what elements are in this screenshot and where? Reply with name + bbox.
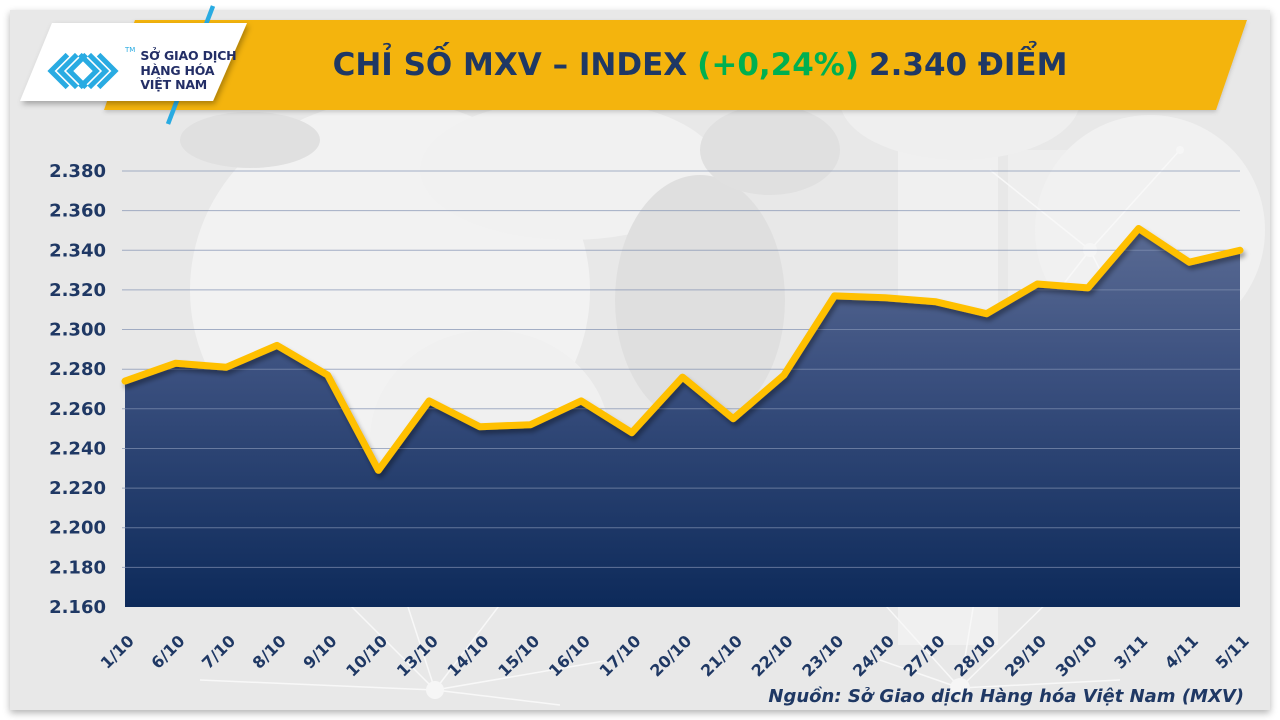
source-note: Nguồn: Sở Giao dịch Hàng hóa Việt Nam (M… [768,686,1244,707]
title-index-value: 2.340 ĐIỂM [869,47,1068,83]
title-percent-change: (+0,24%) [697,47,860,83]
content-panel [10,10,1270,710]
logo-line-3: VIỆT NAM [140,77,208,93]
logo-text: SỞ GIAO DỊCH HÀNG HÓA VIỆT NAM [140,49,236,93]
logo-line-2: HÀNG HÓA [140,62,215,78]
mxv-logo: TM SỞ GIAO DỊCH HÀNG HÓA VIỆT NAM [44,40,244,102]
trademark-symbol: TM [125,46,136,54]
chart-title: CHỈ SỐ MXV – INDEX (+0,24%) 2.340 ĐIỂM [280,20,1120,110]
logo-line-1: SỞ GIAO DỊCH [140,48,237,64]
mxv-logo-mark [47,52,119,90]
title-index-name: CHỈ SỐ MXV – INDEX [332,47,688,83]
background-map-watermark [180,37,1265,706]
